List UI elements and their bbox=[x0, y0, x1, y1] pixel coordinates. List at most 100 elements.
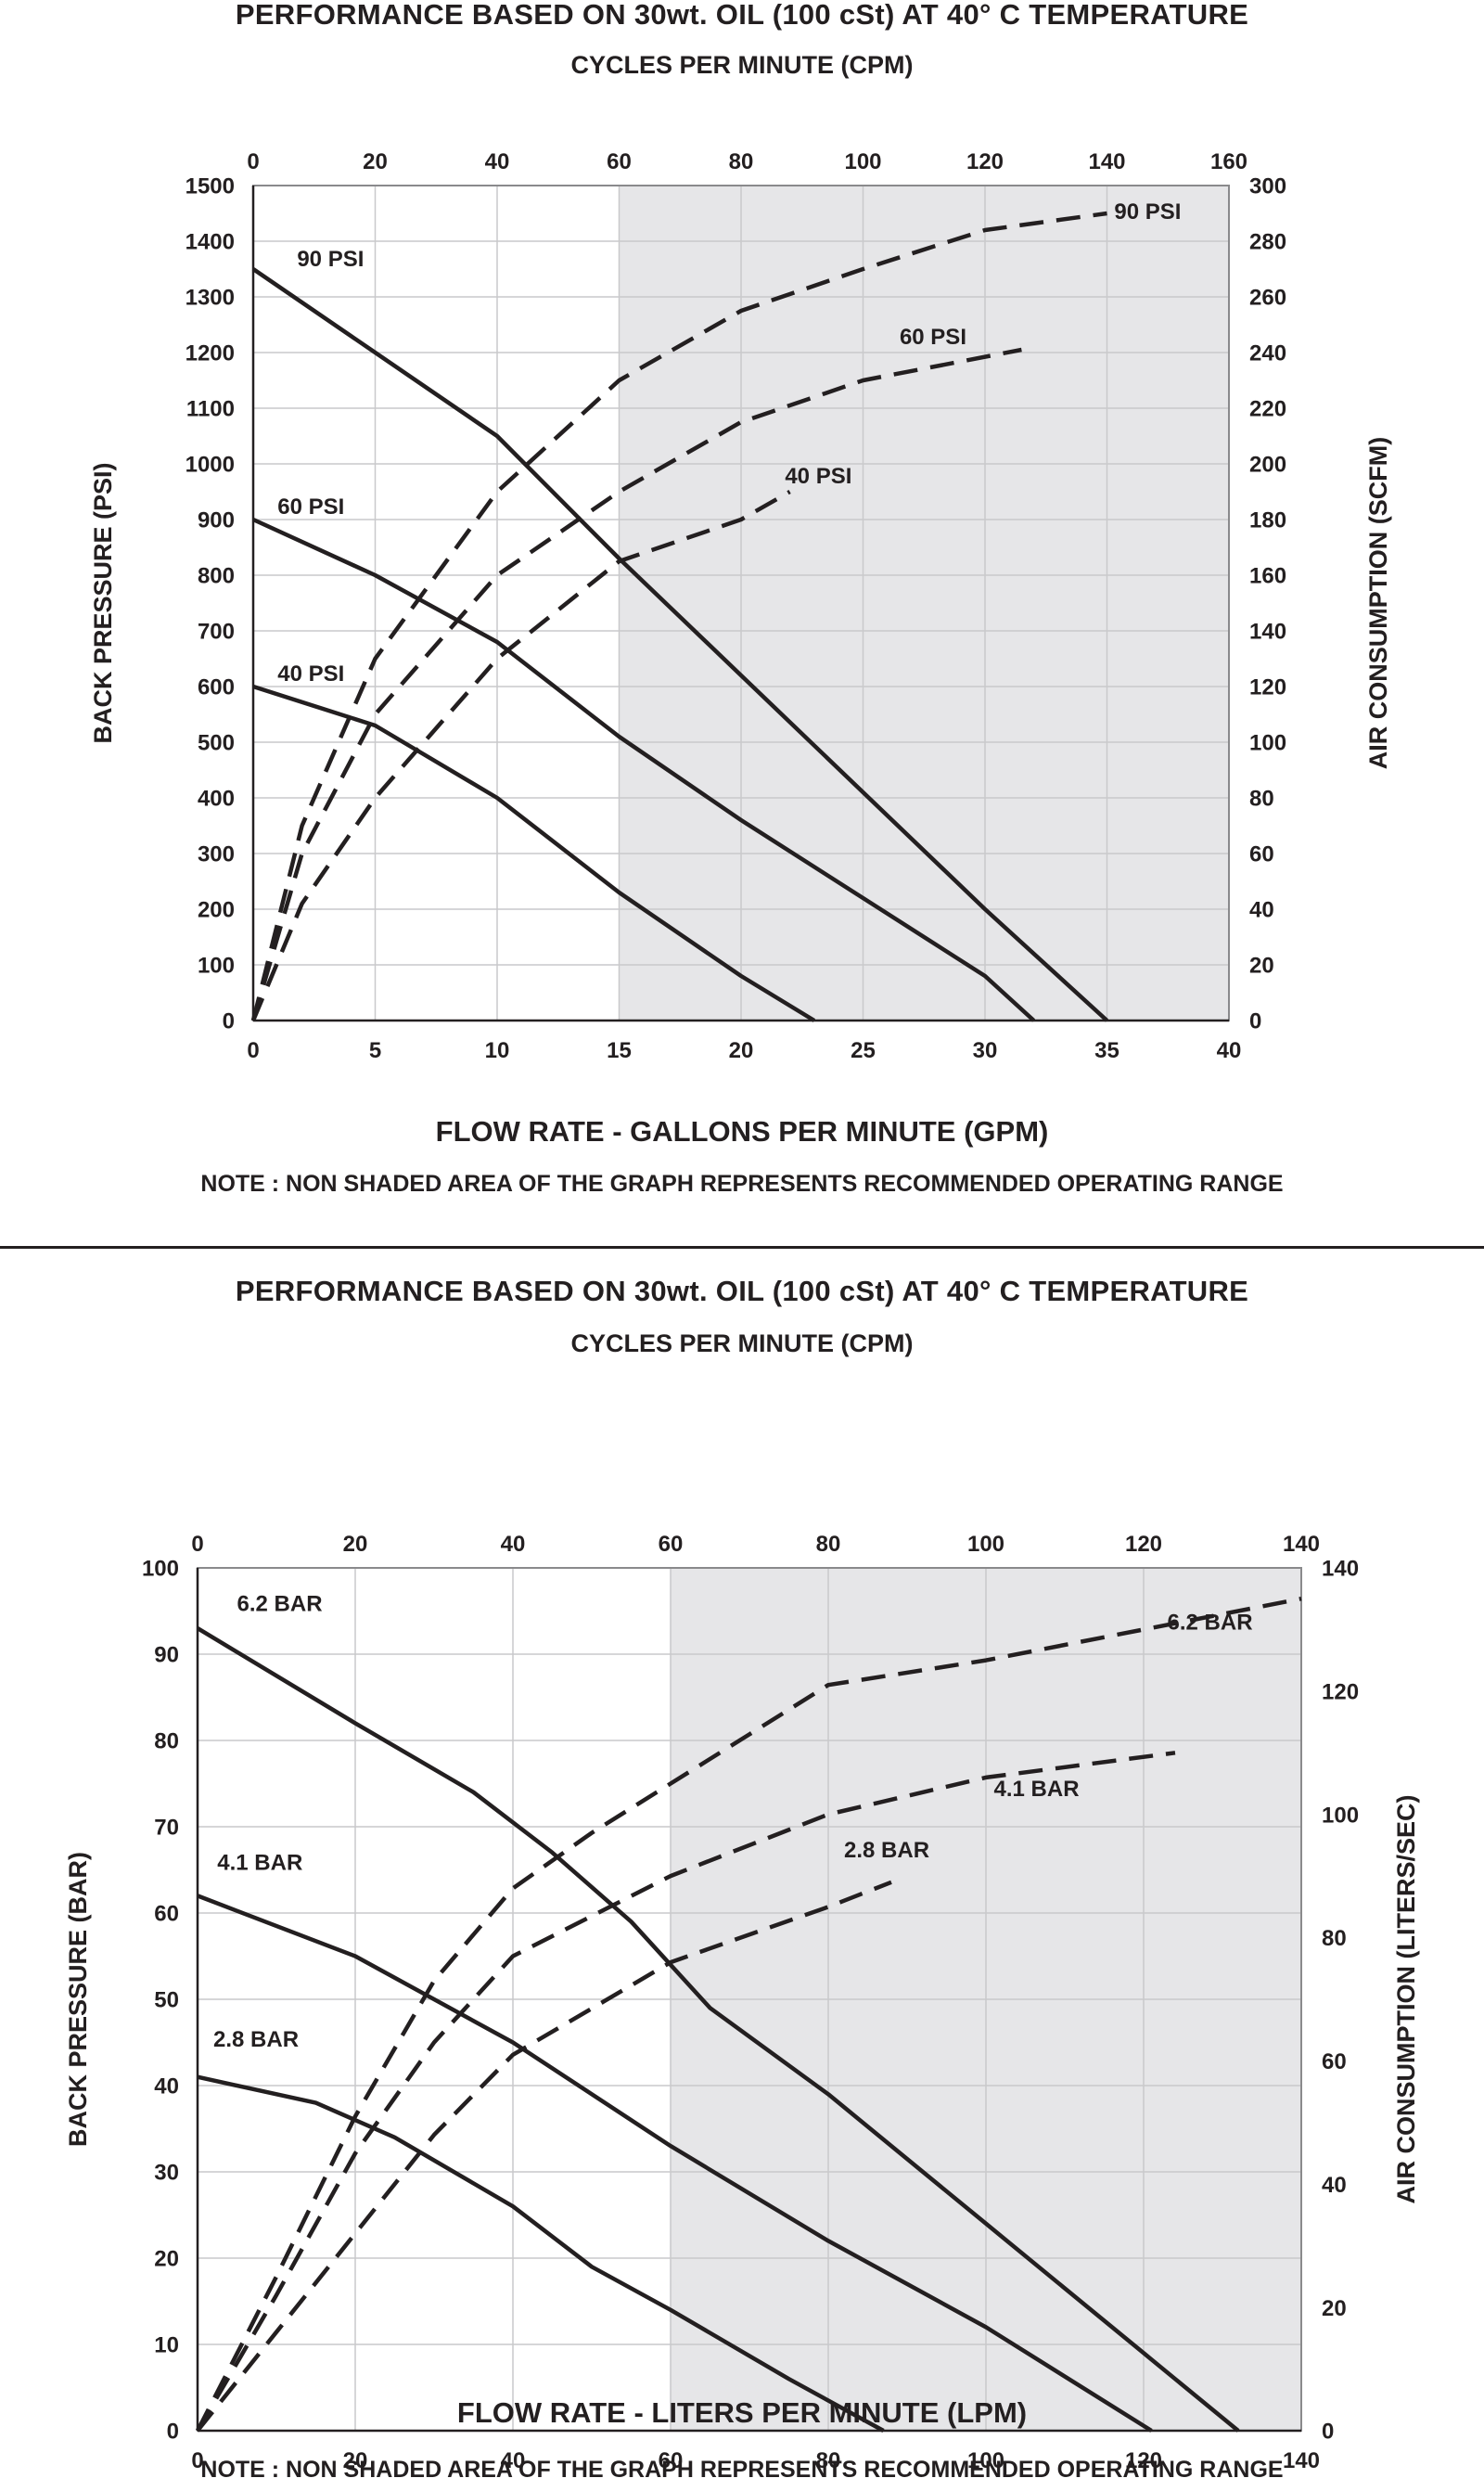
top-tick-label: 120 bbox=[966, 149, 1004, 174]
y2-tick-label: 160 bbox=[1249, 564, 1286, 589]
chart-title: PERFORMANCE BASED ON 30wt. OIL (100 cSt)… bbox=[235, 0, 1249, 31]
y2-tick-label: 120 bbox=[1249, 675, 1286, 700]
air-consumption-label: 4.1 BAR bbox=[994, 1777, 1080, 1802]
air-consumption-label: 40 PSI bbox=[785, 464, 851, 489]
back-pressure-line-40-psi bbox=[252, 684, 816, 1022]
y2-tick-label: 300 bbox=[1249, 174, 1286, 199]
shaded-region bbox=[619, 186, 1229, 1021]
top-axis-label: CYCLES PER MINUTE (CPM) bbox=[570, 51, 914, 79]
y-tick-label: 30 bbox=[154, 2161, 179, 2186]
air-consumption-line-60-psi bbox=[250, 347, 1022, 1021]
chart-panel-gpm: PERFORMANCE BASED ON 30wt. OIL (100 cSt)… bbox=[0, 0, 1484, 1234]
y-tick-label: 0 bbox=[223, 1009, 235, 1034]
top-tick-label: 120 bbox=[1125, 1532, 1162, 1557]
chart-panel-lpm: PERFORMANCE BASED ON 30wt. OIL (100 cSt)… bbox=[0, 1271, 1484, 2491]
air-consumption-line-40-psi bbox=[250, 490, 791, 1021]
top-tick-label: 40 bbox=[485, 149, 510, 174]
chart-lpm: 0 20 40 60 80 100 120 1400 20 40 60 80 100 120 1400102… bbox=[64, 1532, 1420, 2473]
y2-tick-label: 0 bbox=[1249, 1009, 1261, 1034]
y-tick-label: 100 bbox=[198, 954, 235, 979]
y2-tick-label: 140 bbox=[1249, 620, 1286, 645]
y2-tick-label: 140 bbox=[1322, 1557, 1359, 1582]
back-pressure-label: 6.2 BAR bbox=[237, 1592, 323, 1617]
back-pressure-line-60-psi bbox=[252, 517, 1036, 1022]
y-tick-label: 1300 bbox=[186, 286, 235, 311]
top-tick-label: 20 bbox=[343, 1532, 368, 1557]
x-tick-label: 40 bbox=[501, 2448, 526, 2473]
y2-axis-label: AIR CONSUMPTION (LITERS/SEC) bbox=[1392, 1794, 1420, 2203]
chart-note: NOTE : NON SHADED AREA OF THE GRAPH REPR… bbox=[200, 1171, 1284, 1197]
x-tick-label: 20 bbox=[343, 2448, 368, 2473]
top-tick-label: 100 bbox=[967, 1532, 1004, 1557]
y-tick-label: 600 bbox=[198, 675, 235, 700]
air-consumption-label: 60 PSI bbox=[900, 325, 966, 350]
y2-tick-label: 260 bbox=[1249, 286, 1286, 311]
air-consumption-label: 2.8 BAR bbox=[844, 1838, 929, 1863]
y2-tick-label: 0 bbox=[1322, 2420, 1334, 2445]
top-tick-label: 80 bbox=[816, 1532, 841, 1557]
x-tick-label: 0 bbox=[191, 2448, 203, 2473]
panel-divider bbox=[0, 1246, 1484, 1249]
air-consumption-line-6-2-bar bbox=[195, 1596, 1302, 2433]
y2-tick-label: 20 bbox=[1322, 2296, 1347, 2321]
air-consumption-label: 90 PSI bbox=[1114, 199, 1181, 225]
y-tick-label: 1100 bbox=[186, 397, 235, 422]
chart-note: NOTE : NON SHADED AREA OF THE GRAPH REPR… bbox=[200, 2457, 1284, 2483]
x-tick-label: 15 bbox=[607, 1038, 632, 1063]
y2-tick-label: 60 bbox=[1249, 842, 1274, 867]
top-axis-label: CYCLES PER MINUTE (CPM) bbox=[570, 1329, 914, 1357]
top-tick-label: 100 bbox=[844, 149, 881, 174]
x-tick-label: 10 bbox=[485, 1038, 510, 1063]
back-pressure-label: 40 PSI bbox=[277, 661, 344, 687]
y-tick-label: 800 bbox=[198, 564, 235, 589]
y2-tick-label: 100 bbox=[1322, 1803, 1359, 1828]
y2-tick-label: 60 bbox=[1322, 2049, 1347, 2074]
back-pressure-label: 90 PSI bbox=[297, 247, 364, 272]
top-tick-label: 60 bbox=[659, 1532, 684, 1557]
top-tick-label: 0 bbox=[247, 149, 259, 174]
chart-gpm: 0 5 10 15 20 25 30 35 400 20 40 60 80 100 120 140 160010… bbox=[89, 149, 1392, 1063]
y-tick-label: 200 bbox=[198, 898, 235, 923]
y-tick-label: 20 bbox=[154, 2247, 179, 2272]
top-tick-label: 0 bbox=[191, 1532, 203, 1557]
y2-tick-label: 40 bbox=[1322, 2173, 1347, 2198]
y2-tick-label: 100 bbox=[1249, 731, 1286, 756]
y-tick-label: 1000 bbox=[186, 453, 235, 478]
y2-tick-label: 280 bbox=[1249, 230, 1286, 255]
y-tick-label: 700 bbox=[198, 620, 235, 645]
x-tick-label: 140 bbox=[1283, 2448, 1320, 2473]
y-tick-label: 500 bbox=[198, 731, 235, 756]
y2-axis-label: AIR CONSUMPTION (SCFM) bbox=[1364, 437, 1392, 769]
y2-tick-label: 220 bbox=[1249, 397, 1286, 422]
y-tick-label: 400 bbox=[198, 787, 235, 812]
y-axis-label: BACK PRESSURE (PSI) bbox=[89, 462, 117, 743]
y2-tick-label: 120 bbox=[1322, 1679, 1359, 1704]
air-consumption-label: 6.2 BAR bbox=[1168, 1610, 1253, 1635]
y2-tick-label: 80 bbox=[1249, 787, 1274, 812]
chart-title: PERFORMANCE BASED ON 30wt. OIL (100 cSt)… bbox=[235, 1275, 1249, 1307]
y2-tick-label: 80 bbox=[1322, 1926, 1347, 1951]
y2-tick-label: 40 bbox=[1249, 898, 1274, 923]
back-pressure-label: 60 PSI bbox=[277, 494, 344, 520]
y-tick-label: 0 bbox=[167, 2420, 179, 2445]
x-tick-label: 100 bbox=[967, 2448, 1004, 2473]
y-tick-label: 900 bbox=[198, 508, 235, 533]
y2-tick-label: 200 bbox=[1249, 453, 1286, 478]
top-tick-label: 140 bbox=[1088, 149, 1125, 174]
y-tick-label: 90 bbox=[154, 1643, 179, 1668]
y2-tick-label: 240 bbox=[1249, 341, 1286, 366]
y-tick-label: 60 bbox=[154, 1902, 179, 1927]
y-tick-label: 10 bbox=[154, 2333, 179, 2358]
back-pressure-line-4-1-bar bbox=[197, 1894, 1153, 2433]
y-tick-label: 80 bbox=[154, 1729, 179, 1754]
air-consumption-line-4-1-bar bbox=[196, 1751, 1176, 2433]
top-tick-label: 160 bbox=[1210, 149, 1247, 174]
y-tick-label: 1200 bbox=[186, 341, 235, 366]
back-pressure-line-6-2-bar bbox=[196, 1626, 1240, 2433]
y-tick-label: 40 bbox=[154, 2074, 179, 2099]
x-tick-label: 80 bbox=[816, 2448, 841, 2473]
y-tick-label: 100 bbox=[142, 1557, 179, 1582]
x-tick-label: 120 bbox=[1125, 2448, 1162, 2473]
y-axis-label: BACK PRESSURE (BAR) bbox=[64, 1852, 92, 2147]
x-tick-label: 40 bbox=[1217, 1038, 1242, 1063]
